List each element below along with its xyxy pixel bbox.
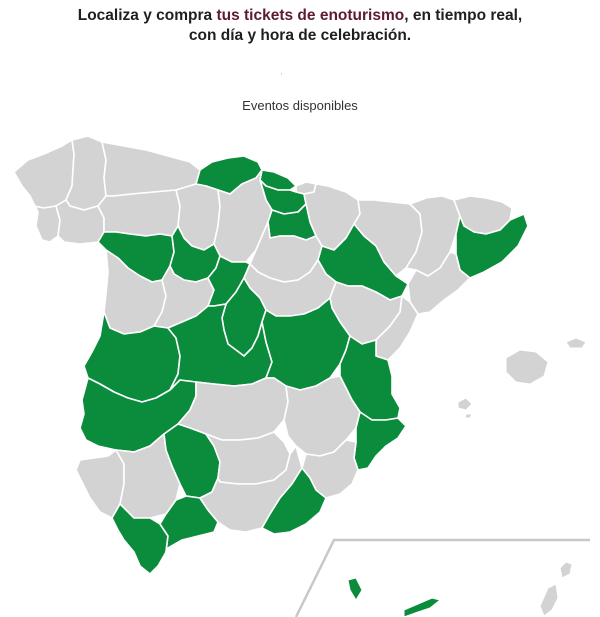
headline-text-end: , en tiempo real,	[404, 7, 523, 24]
province-a-coruna[interactable]	[13, 139, 75, 209]
headline-line-2: con día y hora de celebración.	[188, 27, 412, 44]
province-mallorca[interactable]	[505, 349, 549, 385]
headline-line-1: Localiza y compra tus tickets de enoturi…	[0, 6, 600, 26]
province-cadiz[interactable]	[111, 503, 169, 575]
province-fuerteventura[interactable]	[539, 583, 559, 617]
page-headline: Localiza y compra tus tickets de enoturi…	[0, 6, 600, 46]
province-formentera[interactable]	[464, 413, 473, 419]
province-albacete[interactable]	[283, 375, 361, 457]
province-menorca[interactable]	[565, 337, 587, 349]
headline-text-start: Localiza y compra	[77, 7, 217, 24]
canary-islands-inset-frame	[294, 538, 590, 617]
province-leon[interactable]	[97, 189, 181, 237]
province-alicante[interactable]	[353, 411, 407, 471]
province-tenerife[interactable]	[403, 597, 442, 617]
divider-mark	[281, 73, 282, 75]
province-granada[interactable]	[199, 445, 303, 533]
province-la-palma[interactable]	[347, 577, 363, 601]
province-lanzarote[interactable]	[559, 561, 573, 579]
province-malaga[interactable]	[159, 495, 219, 553]
province-ibiza[interactable]	[457, 397, 473, 411]
headline-accent-link[interactable]: tus tickets de enoturismo	[216, 7, 405, 24]
map-subtitle: Eventos disponibles	[242, 98, 358, 113]
province-huelva[interactable]	[75, 449, 125, 519]
province-almeria[interactable]	[261, 467, 327, 535]
